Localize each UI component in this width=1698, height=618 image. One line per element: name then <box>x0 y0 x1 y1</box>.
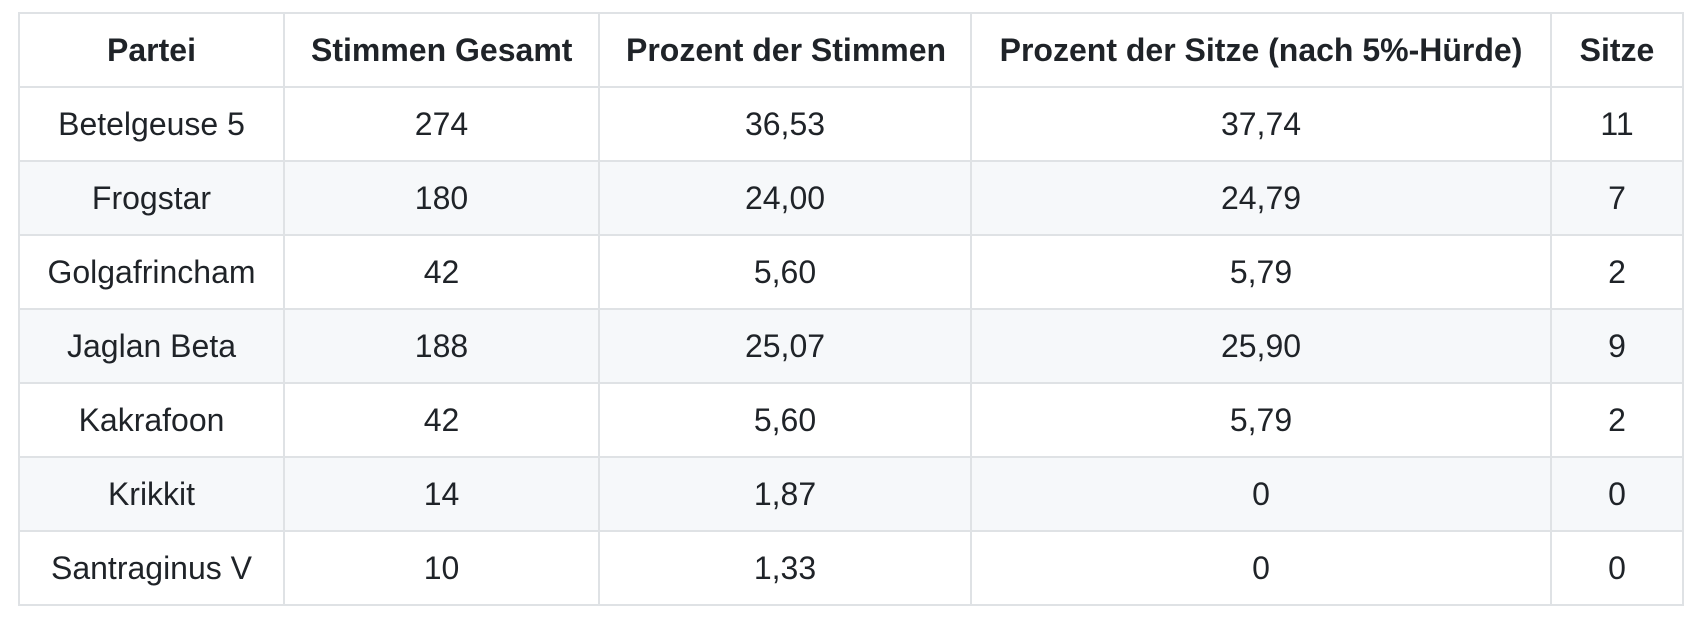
cell-partei: Santraginus V <box>18 530 285 606</box>
cell-sitze: 2 <box>1550 234 1684 310</box>
column-header-prozent-der-stimmen: Prozent der Stimmen <box>598 12 972 88</box>
table-header-row: Partei Stimmen Gesamt Prozent der Stimme… <box>18 12 1684 88</box>
cell-prozent-der-sitze: 24,79 <box>970 160 1552 236</box>
cell-prozent-der-stimmen: 5,60 <box>598 234 972 310</box>
cell-stimmen-gesamt: 14 <box>283 456 600 532</box>
cell-prozent-der-stimmen: 24,00 <box>598 160 972 236</box>
cell-prozent-der-stimmen: 1,33 <box>598 530 972 606</box>
cell-prozent-der-sitze: 5,79 <box>970 234 1552 310</box>
table-row-golgafrincham: Golgafrincham 42 5,60 5,79 2 <box>18 234 1684 310</box>
cell-sitze: 7 <box>1550 160 1684 236</box>
cell-stimmen-gesamt: 180 <box>283 160 600 236</box>
election-results-table: Partei Stimmen Gesamt Prozent der Stimme… <box>18 12 1684 606</box>
cell-prozent-der-stimmen: 36,53 <box>598 86 972 162</box>
table-row-kakrafoon: Kakrafoon 42 5,60 5,79 2 <box>18 382 1684 458</box>
cell-partei: Krikkit <box>18 456 285 532</box>
cell-prozent-der-sitze: 0 <box>970 456 1552 532</box>
cell-partei: Kakrafoon <box>18 382 285 458</box>
cell-prozent-der-sitze: 25,90 <box>970 308 1552 384</box>
table-row-krikkit: Krikkit 14 1,87 0 0 <box>18 456 1684 532</box>
cell-partei: Betelgeuse 5 <box>18 86 285 162</box>
cell-sitze: 2 <box>1550 382 1684 458</box>
cell-prozent-der-sitze: 5,79 <box>970 382 1552 458</box>
cell-sitze: 0 <box>1550 456 1684 532</box>
cell-sitze: 0 <box>1550 530 1684 606</box>
cell-prozent-der-sitze: 0 <box>970 530 1552 606</box>
column-header-stimmen-gesamt: Stimmen Gesamt <box>283 12 600 88</box>
cell-prozent-der-stimmen: 5,60 <box>598 382 972 458</box>
cell-prozent-der-stimmen: 1,87 <box>598 456 972 532</box>
cell-stimmen-gesamt: 188 <box>283 308 600 384</box>
cell-partei: Jaglan Beta <box>18 308 285 384</box>
cell-stimmen-gesamt: 10 <box>283 530 600 606</box>
table-row-santraginus-v: Santraginus V 10 1,33 0 0 <box>18 530 1684 606</box>
cell-prozent-der-stimmen: 25,07 <box>598 308 972 384</box>
cell-prozent-der-sitze: 37,74 <box>970 86 1552 162</box>
table-row-jaglan-beta: Jaglan Beta 188 25,07 25,90 9 <box>18 308 1684 384</box>
cell-stimmen-gesamt: 274 <box>283 86 600 162</box>
cell-stimmen-gesamt: 42 <box>283 234 600 310</box>
table-row-frogstar: Frogstar 180 24,00 24,79 7 <box>18 160 1684 236</box>
column-header-partei: Partei <box>18 12 285 88</box>
cell-partei: Golgafrincham <box>18 234 285 310</box>
column-header-prozent-der-sitze: Prozent der Sitze (nach 5%-Hürde) <box>970 12 1552 88</box>
cell-sitze: 9 <box>1550 308 1684 384</box>
cell-sitze: 11 <box>1550 86 1684 162</box>
table-row-betelgeuse-5: Betelgeuse 5 274 36,53 37,74 11 <box>18 86 1684 162</box>
cell-partei: Frogstar <box>18 160 285 236</box>
cell-stimmen-gesamt: 42 <box>283 382 600 458</box>
column-header-sitze: Sitze <box>1550 12 1684 88</box>
